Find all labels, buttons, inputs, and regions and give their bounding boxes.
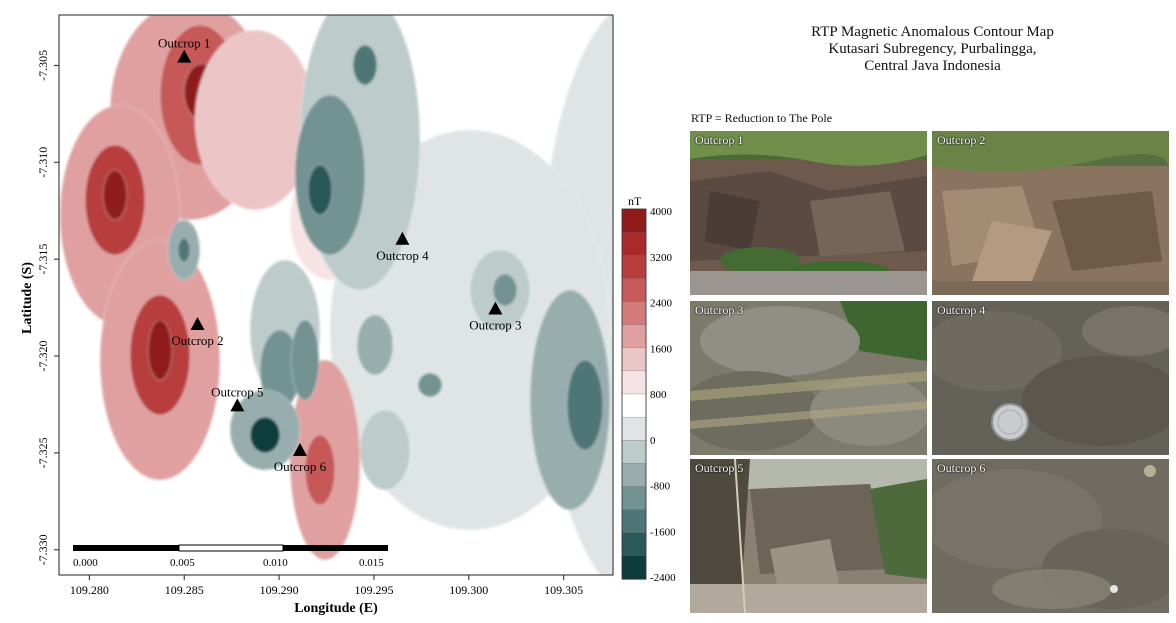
scale-segment-1 <box>73 545 179 551</box>
photo-outcrop-2: Outcrop 2 <box>932 131 1169 295</box>
colorbar-cell <box>621 301 647 326</box>
plot-frame <box>58 14 614 576</box>
y-axis-label: Latitude (S) <box>20 262 35 334</box>
photo-outcrop-4: Outcrop 4 <box>932 301 1169 465</box>
title-line-2: Kutasari Subregency, Purbalingga, <box>828 41 1037 57</box>
scale-label: 0.000 <box>73 557 98 569</box>
scale-label: 0.005 <box>170 557 195 569</box>
x-axis-label: Longitude (E) <box>294 601 378 616</box>
rtp-note: RTP = Reduction to The Pole <box>691 111 833 125</box>
colorbar-cell <box>621 555 647 580</box>
scale-label: 0.010 <box>263 557 288 569</box>
photo-label: Outcrop 4 <box>937 303 986 317</box>
y-axis: -7.305 -7.310 -7.315 -7.320 -7.325 -7.330 <box>36 50 59 565</box>
colorbar-cell <box>621 393 647 418</box>
contour-fill <box>59 15 613 575</box>
x-tick-label: 109.295 <box>354 583 393 597</box>
colorbar-cell <box>621 347 647 372</box>
outcrop-label: Outcrop 5 <box>211 384 263 399</box>
photo-outcrop-3: Outcrop 3 <box>690 301 927 465</box>
outcrop-5-image <box>690 459 927 613</box>
colorbar-cell <box>621 509 647 534</box>
scale-segment-3 <box>283 545 388 551</box>
colorbar-cell <box>621 231 647 256</box>
x-tick-label: 109.280 <box>70 583 109 597</box>
colorbar-label: -2400 <box>650 572 676 584</box>
y-tick-label: -7.310 <box>36 147 50 178</box>
photo-label: Outcrop 5 <box>695 461 744 475</box>
colorbar-label: 3200 <box>650 252 673 264</box>
colorbar: nT 4000 3200 2400 1600 800 0 -800 -1600 -2400 <box>621 194 676 584</box>
colorbar-label: 800 <box>650 389 667 401</box>
outcrop-6-image <box>932 459 1169 613</box>
scale-segment-2 <box>178 544 284 552</box>
colorbar-cell <box>621 486 647 511</box>
y-tick-label: -7.315 <box>36 244 50 275</box>
photo-outcrop-1: Outcrop 1 <box>690 131 927 295</box>
outcrop-label: Outcrop 6 <box>274 459 327 474</box>
colorbar-cell <box>621 532 647 557</box>
title-line-1: RTP Magnetic Anomalous Contour Map <box>811 24 1054 40</box>
colorbar-cell <box>621 208 647 233</box>
scale-label: 0.015 <box>359 557 384 569</box>
photo-label: Outcrop 2 <box>937 133 986 147</box>
photo-label: Outcrop 3 <box>695 303 744 317</box>
photo-outcrop-5: Outcrop 5 <box>690 459 927 623</box>
x-tick-label: 109.285 <box>165 583 204 597</box>
outcrop-marker <box>488 301 503 315</box>
colorbar-cell <box>621 324 647 349</box>
outcrop-marker <box>177 49 192 63</box>
outcrop-marker <box>230 398 245 412</box>
colorbar-cell <box>621 370 647 395</box>
colorbar-label: 2400 <box>650 298 673 310</box>
outcrop-label: Outcrop 4 <box>376 248 429 263</box>
colorbar-label: 4000 <box>650 206 673 218</box>
outcrop-label: Outcrop 2 <box>171 333 223 348</box>
scale-bar: 0.000 0.005 0.010 0.015 <box>73 544 388 569</box>
colorbar-label: 1600 <box>650 343 673 355</box>
y-tick-label: -7.305 <box>36 50 50 81</box>
outcrop-marker <box>190 317 205 331</box>
colorbar-cell <box>621 278 647 303</box>
x-tick-label: 109.305 <box>544 583 583 597</box>
y-tick-label: -7.325 <box>36 437 50 468</box>
outcrop-label: Outcrop 3 <box>469 318 521 333</box>
x-tick-label: 109.300 <box>449 583 488 597</box>
photo-label: Outcrop 6 <box>937 461 986 475</box>
contour-map: 109.280 109.285 109.290 109.295 109.300 109.3… <box>20 14 676 616</box>
x-axis: 109.280 109.285 109.290 109.295 109.300 109.3… <box>70 575 583 597</box>
outcrop-label: Outcrop 1 <box>158 36 210 51</box>
outcrop-4-image <box>932 301 1169 455</box>
map-title: RTP Magnetic Anomalous Contour Map Kutas… <box>690 24 1175 75</box>
y-tick-label: -7.320 <box>36 341 50 372</box>
photo-outcrop-6: Outcrop 6 <box>932 459 1169 623</box>
outcrop-marker <box>395 231 410 245</box>
y-tick-label: -7.330 <box>36 534 50 565</box>
colorbar-label: -800 <box>650 481 671 493</box>
outcrop-2-image <box>932 131 1169 295</box>
colorbar-label: 0 <box>650 435 656 447</box>
outcrop-1-image <box>690 131 927 295</box>
outcrop-3-image <box>690 301 927 455</box>
x-tick-label: 109.290 <box>260 583 299 597</box>
colorbar-unit: nT <box>628 194 642 208</box>
colorbar-cell <box>621 416 647 441</box>
colorbar-cell <box>621 255 647 280</box>
colorbar-label: -1600 <box>650 526 676 538</box>
photo-label: Outcrop 1 <box>695 133 744 147</box>
title-line-3: Central Java Indonesia <box>864 58 1001 74</box>
colorbar-cell <box>621 463 647 488</box>
colorbar-cell <box>621 440 647 465</box>
outcrop-marker <box>292 442 307 456</box>
outcrop-markers: Outcrop 1 Outcrop 2 Outcrop 3 Outcrop 4 Outc… <box>158 36 522 474</box>
